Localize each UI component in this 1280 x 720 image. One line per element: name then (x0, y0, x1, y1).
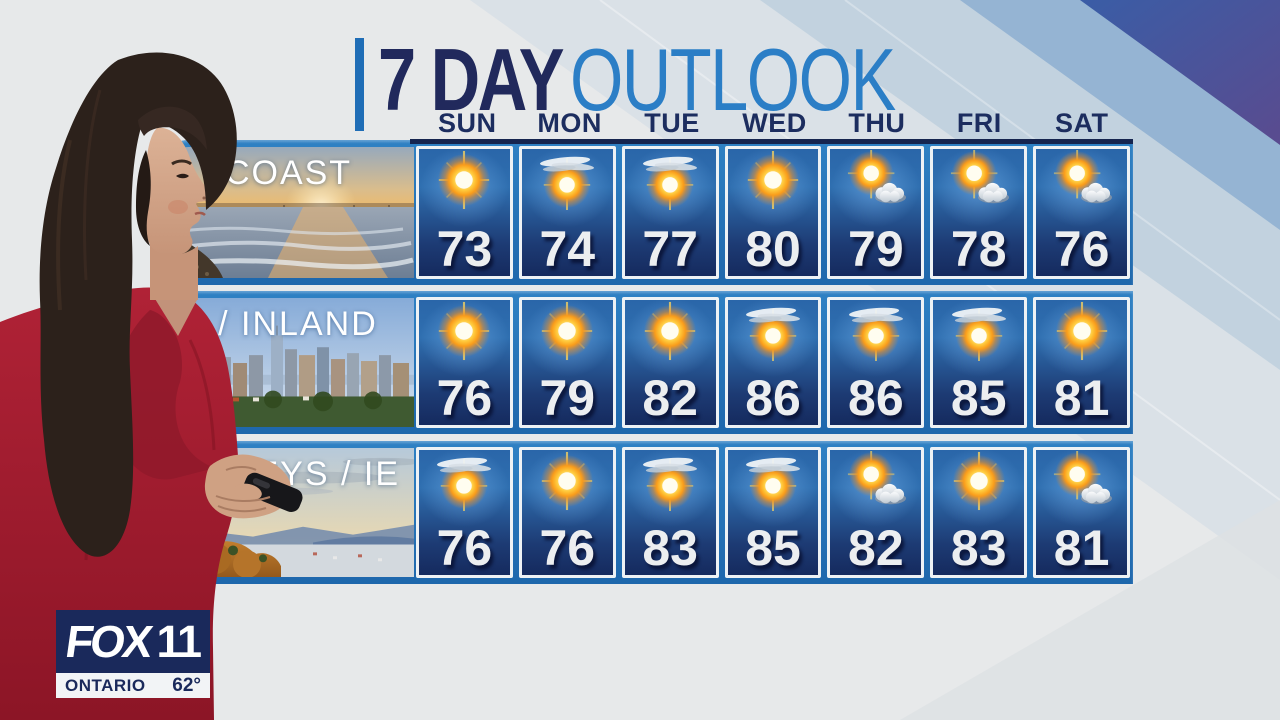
day-header-mon: MON (537, 108, 602, 138)
day-header-sat: SAT (1054, 108, 1109, 138)
day-header-sun: SUN (437, 108, 497, 138)
day-header-tue: TUE (644, 108, 700, 138)
forecast-tile: 86 (724, 297, 822, 428)
sun-wispy-clouds-icon (534, 150, 600, 210)
station-logo: FOX 11 (56, 610, 210, 673)
forecast-tile: 85 (930, 297, 1028, 428)
temperature: 77 (642, 221, 698, 277)
sun-wispy-clouds-icon (740, 301, 806, 361)
temperature: 74 (539, 221, 596, 277)
temperature: 76 (1053, 221, 1110, 277)
fox-logo-text: FOX (62, 615, 154, 667)
day-headers: SUN MON TUE WED THU FRI SAT (416, 108, 1133, 140)
temperature: 81 (1053, 520, 1110, 576)
sun-wispy-clouds-icon (740, 451, 806, 511)
day-header-thu: THU (848, 108, 906, 138)
forecast-tile: 80 (724, 146, 822, 279)
temperature: 83 (950, 520, 1007, 576)
location-label: ONTARIO (65, 675, 146, 695)
sun-wispy-clouds-icon (637, 451, 703, 511)
day-header-fri: FRI (956, 108, 1002, 138)
forecast-row-2: LA / INLAND OC 76 79 82 86 86 (155, 291, 1133, 434)
sunny-icon (534, 451, 600, 511)
partly-cloudy-icon (843, 451, 909, 511)
temperature: 86 (745, 370, 801, 426)
sun-wispy-clouds-icon (431, 451, 497, 511)
forecast-tile: 79 (827, 146, 925, 279)
temperature: 79 (848, 221, 904, 277)
partly-cloudy-icon (1049, 150, 1115, 210)
channel-number: 11 (156, 615, 202, 667)
sunny-icon (431, 301, 497, 361)
forecast-tile: 79 (518, 297, 616, 428)
partly-cloudy-icon (946, 150, 1012, 210)
temperature: 79 (539, 370, 596, 426)
forecast-tile: 82 (621, 297, 719, 428)
current-conditions-strip: ONTARIO 62° (56, 673, 210, 698)
page-title: 7 DAYOUTLOOK (355, 34, 1040, 131)
sunny-icon (1049, 301, 1115, 361)
sunny-icon (946, 451, 1012, 511)
forecast-tile: 86 (827, 297, 925, 428)
sunny-icon (740, 150, 806, 210)
forecast-tile: 81 (1033, 447, 1131, 578)
forecast-tile: 85 (724, 447, 822, 578)
forecast-tile: 77 (621, 146, 719, 279)
temperature: 86 (848, 370, 904, 426)
forecast-tile: 83 (621, 447, 719, 578)
forecast-tile: 83 (930, 447, 1028, 578)
day-header-wed: WED (742, 108, 807, 138)
forecast-tile: 81 (1033, 297, 1131, 428)
forecast-tile: 76 (518, 447, 616, 578)
sun-wispy-clouds-icon (637, 150, 703, 210)
header-underline (410, 139, 1133, 144)
title-outlook: OUTLOOK (569, 30, 896, 129)
temperature: 76 (436, 370, 493, 426)
forecast-tile: 76 (416, 297, 513, 428)
presenter-hands (204, 454, 303, 519)
temperature: 76 (436, 520, 493, 576)
partly-cloudy-icon (1049, 451, 1115, 511)
temperature: 85 (745, 520, 801, 576)
forecast-tile: 74 (518, 146, 616, 279)
sun-wispy-clouds-icon (946, 301, 1012, 361)
station-bug: FOX 11 ONTARIO 62° (56, 610, 210, 698)
presenter-hair (39, 52, 237, 557)
temperature: 82 (642, 370, 698, 426)
forecast-tile: 82 (827, 447, 925, 578)
temperature: 85 (950, 370, 1007, 426)
current-temp: 62° (172, 674, 201, 696)
title-accent-bar (355, 38, 364, 131)
temperature: 82 (848, 520, 904, 576)
temperature: 80 (745, 221, 801, 277)
tile-strip: 76 79 82 86 86 85 (416, 297, 1131, 428)
title-7day: 7 DAY (378, 30, 565, 129)
sun-wispy-clouds-icon (843, 301, 909, 361)
temperature: 76 (539, 520, 596, 576)
forecast-tile: 76 (416, 447, 513, 578)
sunny-icon (637, 301, 703, 361)
partly-cloudy-icon (843, 150, 909, 210)
temperature: 83 (642, 520, 698, 576)
forecast-tile: 78 (930, 146, 1028, 279)
title-text: 7 DAYOUTLOOK (378, 34, 896, 126)
sunny-icon (534, 301, 600, 361)
sunny-icon (431, 150, 497, 210)
presenter-face (144, 127, 211, 300)
forecast-row-1: COAST 73 74 77 80 79 (155, 140, 1133, 285)
forecast-tile: 76 (1033, 146, 1131, 279)
remote-clicker-icon (243, 472, 303, 513)
temperature: 73 (436, 221, 493, 277)
region-label: COAST (224, 154, 353, 192)
tile-strip: 76 76 83 85 82 83 (416, 447, 1131, 578)
temperature: 78 (950, 221, 1007, 277)
forecast-tile: 73 (416, 146, 513, 279)
tile-strip: 73 74 77 80 79 78 (416, 146, 1131, 279)
temperature: 81 (1053, 370, 1110, 426)
